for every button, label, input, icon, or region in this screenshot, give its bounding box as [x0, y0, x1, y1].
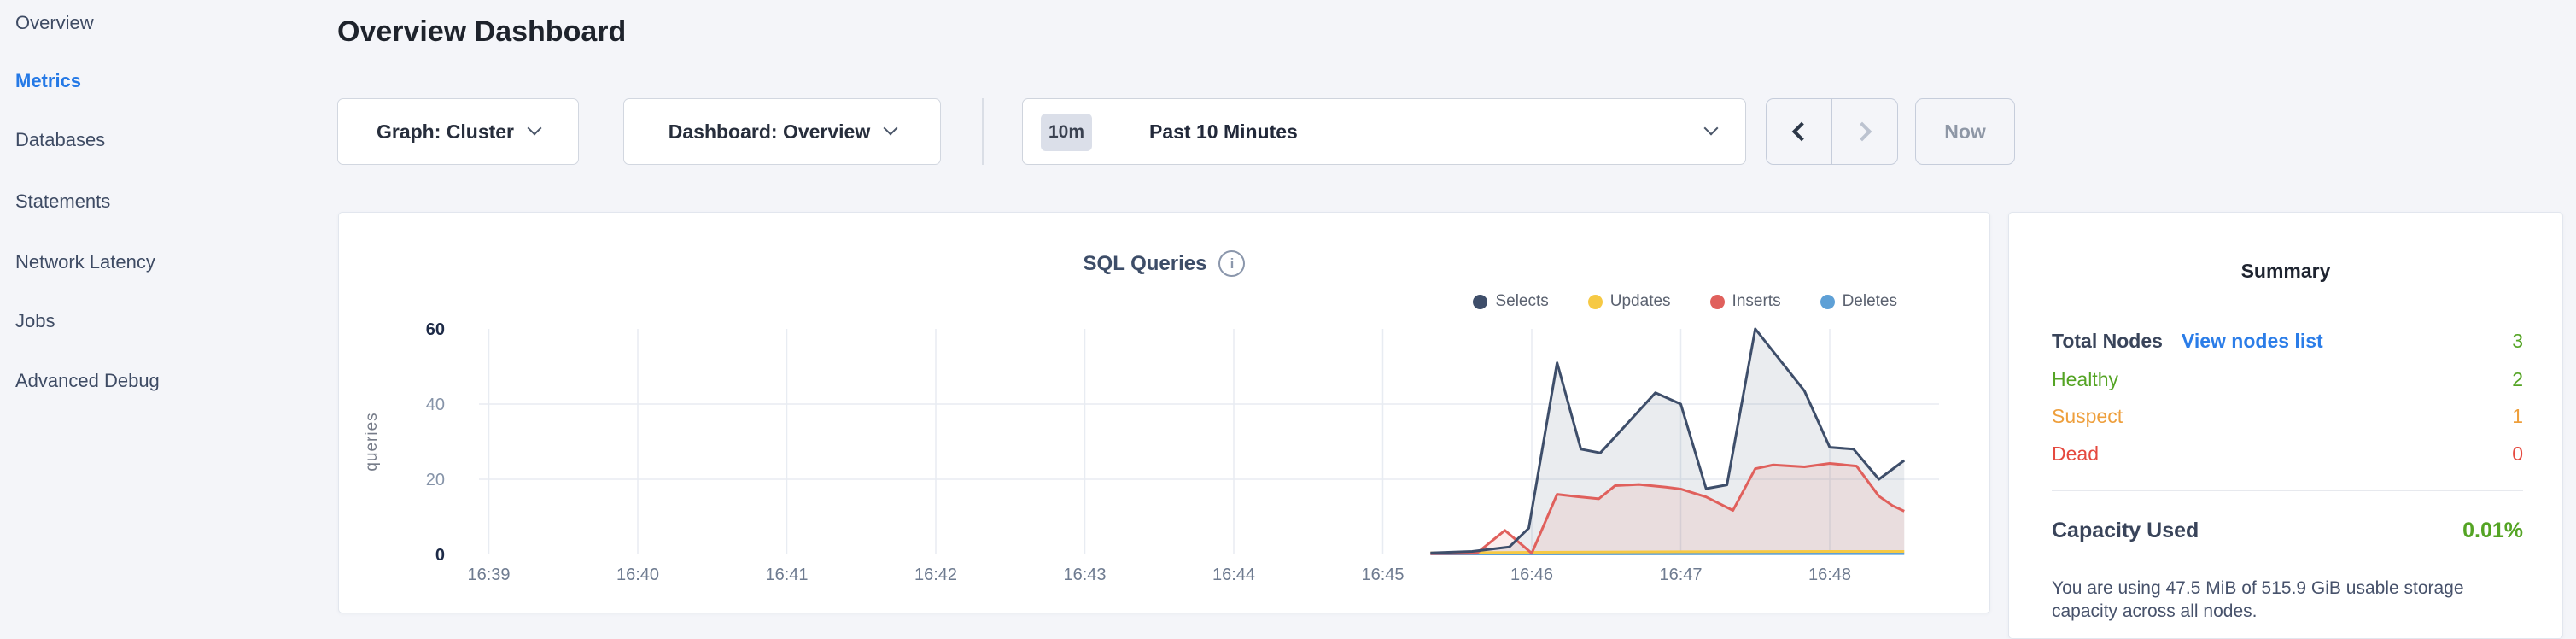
next-timeframe-button[interactable]	[1831, 99, 1897, 164]
dead-nodes-row: Dead 0	[2052, 442, 2523, 466]
capacity-used-value: 0.01%	[2462, 518, 2523, 542]
sidebar-item-statements[interactable]: Statements	[15, 191, 111, 212]
total-nodes-label: Total Nodes	[2052, 329, 2163, 352]
chart-title-row: SQL Queries i	[339, 250, 1989, 277]
previous-timeframe-button[interactable]	[1767, 99, 1831, 164]
svg-text:0: 0	[435, 546, 445, 565]
suspect-label: Suspect	[2052, 404, 2123, 427]
healthy-value: 2	[2512, 367, 2523, 390]
time-pager	[1766, 98, 1898, 165]
chevron-down-icon	[1703, 120, 1719, 136]
legend-item-updates[interactable]: Updates	[1587, 292, 1671, 311]
legend-label: Updates	[1609, 292, 1671, 310]
svg-text:16:47: 16:47	[1659, 566, 1702, 584]
sidebar-item-metrics[interactable]: Metrics	[15, 70, 82, 91]
sidebar-item-network-latency[interactable]: Network Latency	[15, 251, 155, 273]
time-range-badge: 10m	[1041, 114, 1092, 151]
svg-text:16:40: 16:40	[616, 566, 659, 584]
sidebar-item-advanced-debug[interactable]: Advanced Debug	[15, 370, 160, 391]
summary-panel: Summary Total Nodes View nodes list 3 He…	[2008, 212, 2563, 639]
capacity-used-label: Capacity Used	[2052, 518, 2199, 542]
chevron-down-icon	[883, 120, 898, 136]
svg-text:16:43: 16:43	[1063, 566, 1106, 584]
chevron-right-icon	[1852, 121, 1872, 142]
selects-dot-icon	[1473, 294, 1488, 309]
total-nodes-value: 3	[2512, 329, 2523, 352]
total-nodes-row: Total Nodes View nodes list 3	[2052, 329, 2523, 353]
now-button[interactable]: Now	[1915, 98, 2015, 165]
sql-queries-chart[interactable]: 16:39 16:40 16:41 16:42 16:43 16:44 16:45 16:46…	[339, 213, 1991, 614]
svg-text:20: 20	[426, 471, 445, 490]
inserts-dot-icon	[1709, 294, 1725, 309]
svg-text:queries: queries	[363, 412, 381, 471]
svg-text:40: 40	[426, 396, 445, 414]
svg-text:16:39: 16:39	[467, 566, 510, 584]
legend-item-selects[interactable]: Selects	[1473, 292, 1549, 311]
chevron-left-icon	[1791, 121, 1812, 142]
capacity-note: You are using 47.5 MiB of 515.9 GiB usab…	[2052, 578, 2464, 621]
legend-label: Inserts	[1732, 292, 1781, 310]
dead-value: 0	[2512, 442, 2523, 465]
healthy-label: Healthy	[2052, 367, 2118, 390]
svg-text:16:41: 16:41	[765, 566, 808, 584]
deletes-dot-icon	[1820, 294, 1835, 309]
toolbar-divider	[982, 98, 984, 165]
chevron-down-icon	[527, 120, 542, 136]
suspect-value: 1	[2512, 404, 2523, 427]
graph-dropdown-label: Graph: Cluster	[376, 120, 515, 143]
svg-text:16:48: 16:48	[1808, 566, 1851, 584]
legend-label: Deletes	[1842, 292, 1897, 310]
summary-title: Summary	[2240, 260, 2331, 282]
chart-title: SQL Queries	[1083, 251, 1207, 275]
chart-legend: Selects Updates Inserts Deletes	[1473, 292, 1897, 311]
sql-queries-card: SQL Queries i Selects Updates Inserts De…	[338, 212, 1990, 613]
legend-label: Selects	[1495, 292, 1549, 310]
sidebar-item-overview[interactable]: Overview	[15, 12, 94, 33]
svg-text:16:44: 16:44	[1212, 566, 1255, 584]
dashboard-dropdown[interactable]: Dashboard: Overview	[623, 98, 941, 165]
svg-text:16:42: 16:42	[914, 566, 957, 584]
sidebar-item-databases[interactable]: Databases	[15, 129, 106, 150]
sidebar-item-jobs[interactable]: Jobs	[15, 310, 55, 331]
legend-item-inserts[interactable]: Inserts	[1709, 292, 1781, 311]
suspect-nodes-row: Suspect 1	[2052, 404, 2523, 428]
page-title: Overview Dashboard	[337, 15, 627, 48]
time-range-label: Past 10 Minutes	[1149, 120, 1298, 143]
svg-text:16:46: 16:46	[1510, 566, 1553, 584]
legend-item-deletes[interactable]: Deletes	[1820, 292, 1897, 311]
summary-divider	[2052, 490, 2523, 491]
info-icon[interactable]: i	[1218, 250, 1246, 277]
svg-text:60: 60	[426, 320, 445, 339]
healthy-nodes-row: Healthy 2	[2052, 367, 2523, 391]
capacity-used-row: Capacity Used 0.01%	[2052, 517, 2523, 544]
time-range-selector[interactable]: 10m Past 10 Minutes	[1022, 98, 1746, 165]
view-nodes-list-link[interactable]: View nodes list	[2181, 329, 2323, 352]
updates-dot-icon	[1587, 294, 1603, 309]
graph-dropdown[interactable]: Graph: Cluster	[337, 98, 579, 165]
svg-text:16:45: 16:45	[1361, 566, 1404, 584]
dead-label: Dead	[2052, 442, 2099, 465]
dashboard-dropdown-label: Dashboard: Overview	[668, 120, 871, 143]
